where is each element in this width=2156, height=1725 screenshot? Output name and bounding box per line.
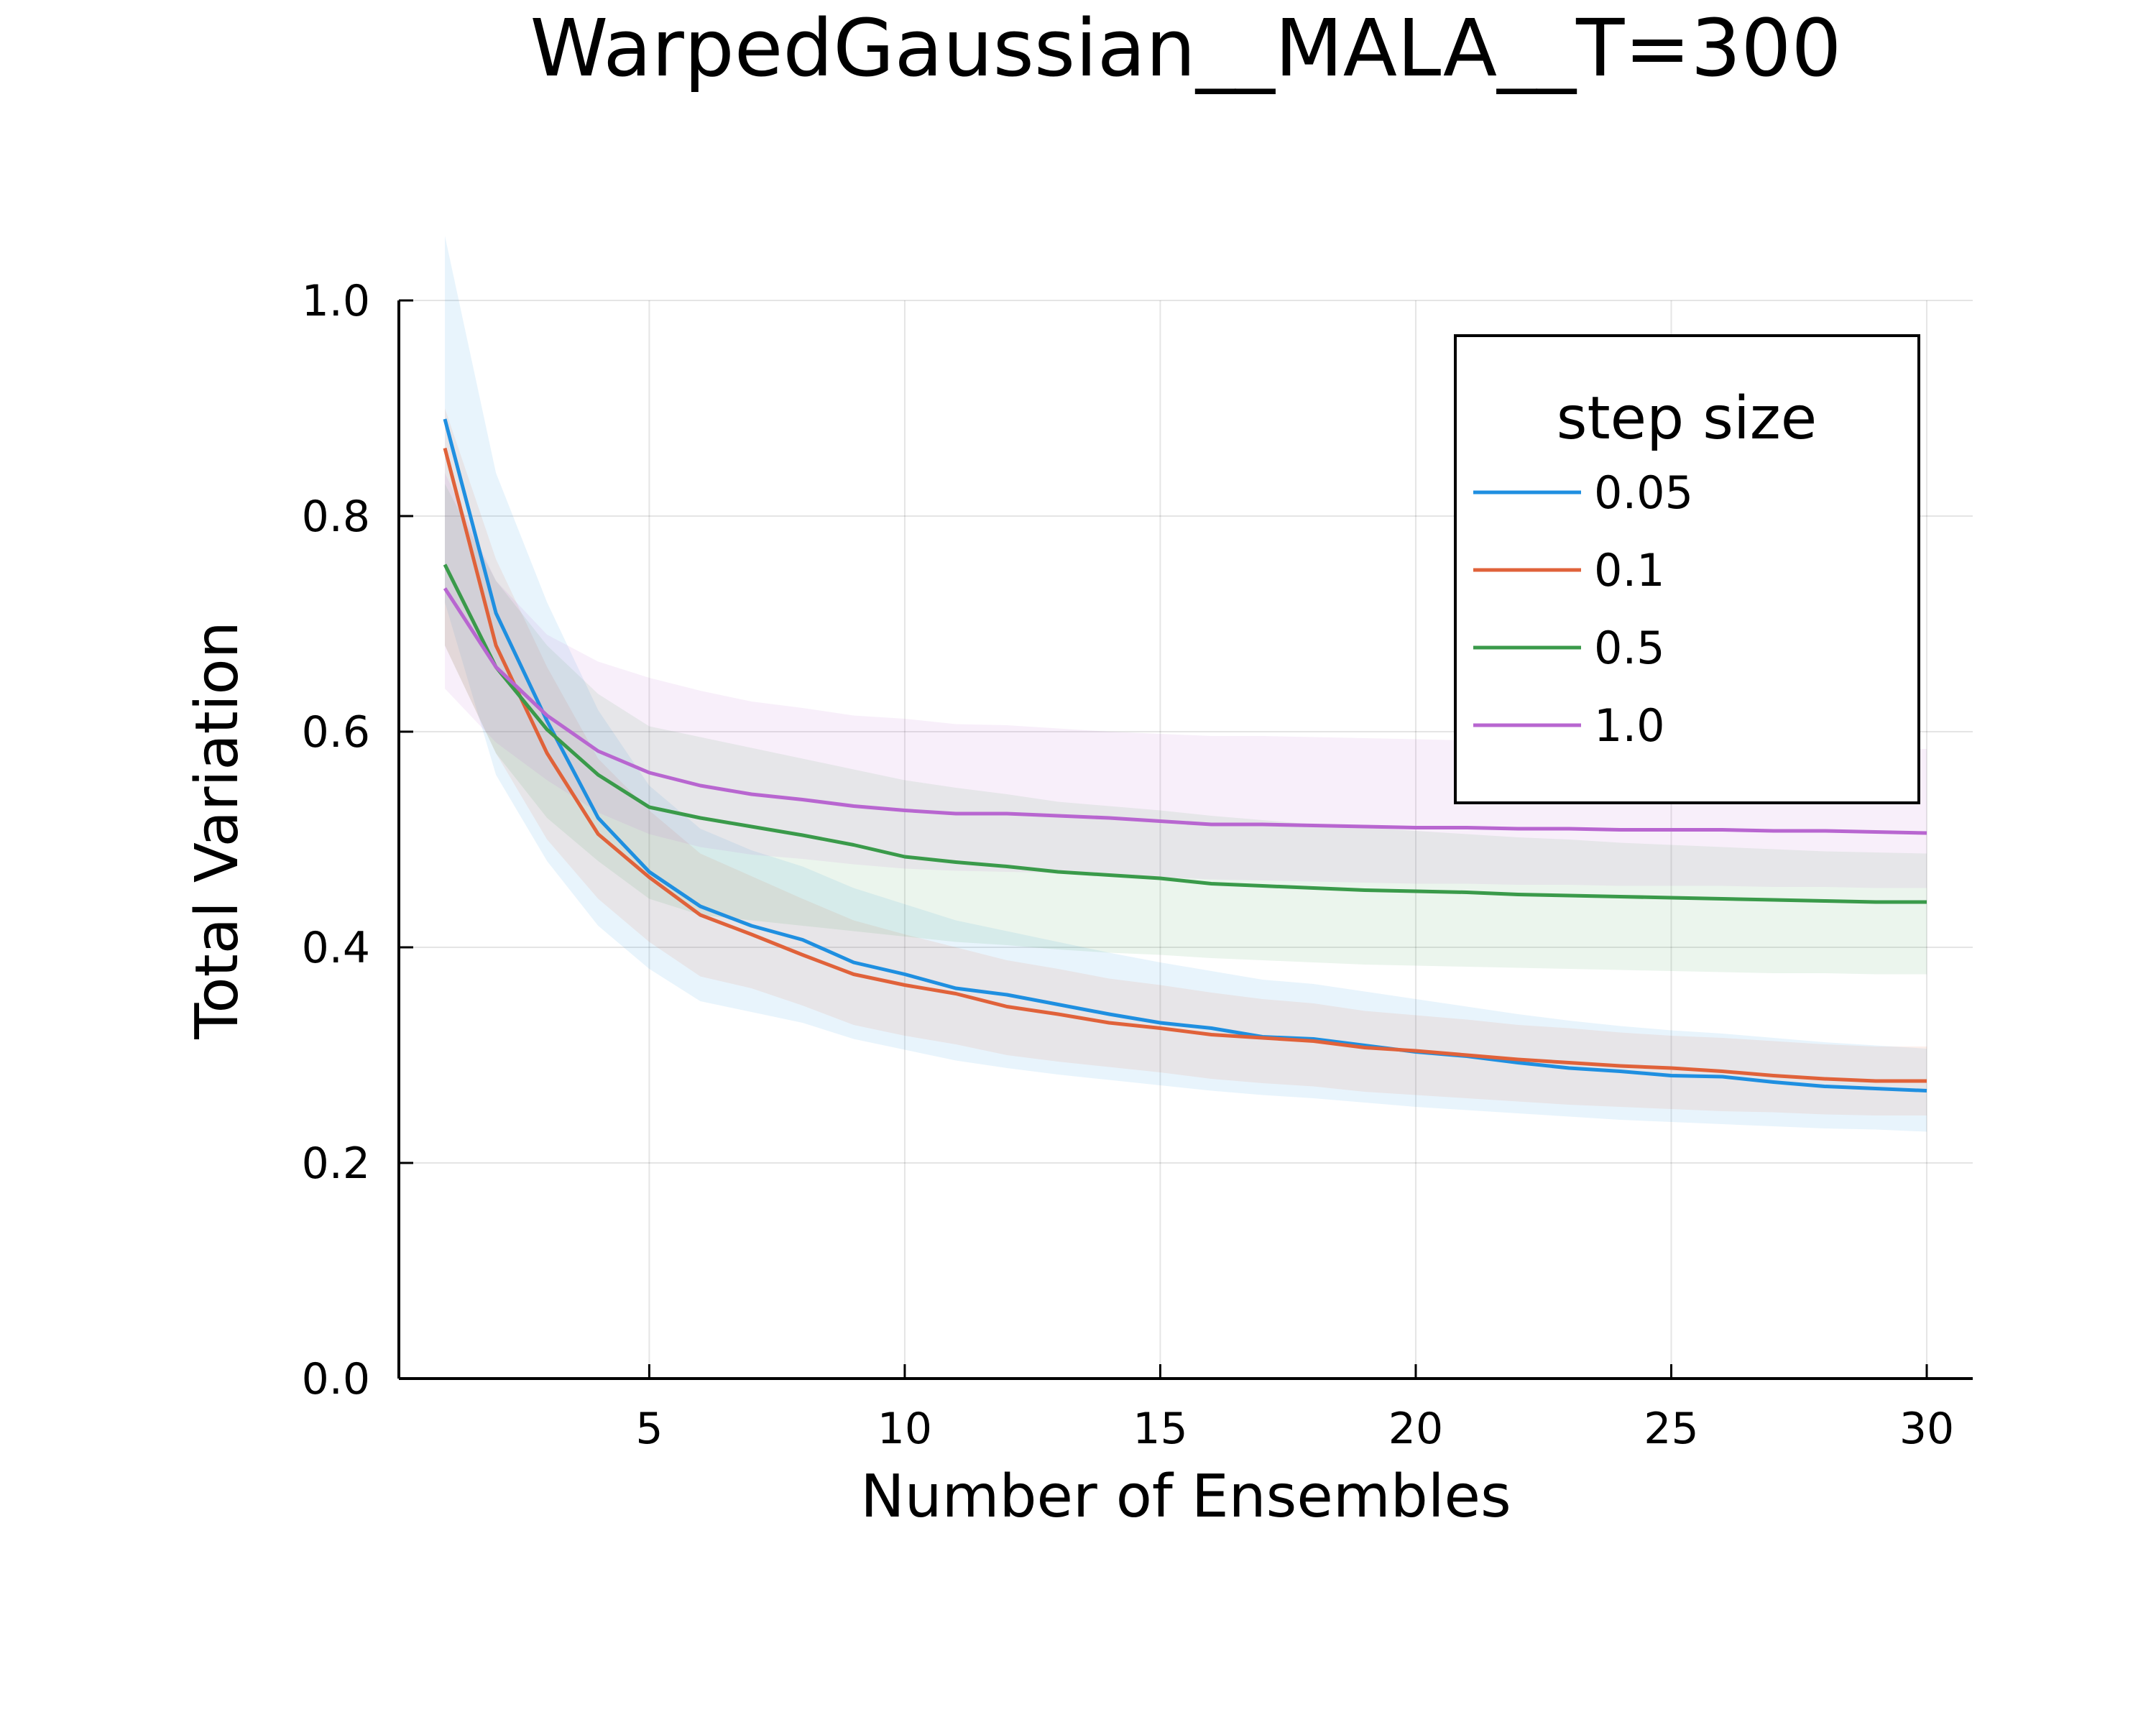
axes: [397, 300, 1973, 1380]
line-series-0: [443, 418, 1927, 1092]
band-series-2: [445, 484, 1927, 975]
series-lines: [443, 418, 1927, 1092]
y-axis-label: Total Variation: [183, 621, 252, 1039]
band-series-1: [445, 408, 1927, 1116]
x-ticks: 5 10 15 20 25 30: [635, 1364, 1954, 1454]
y-tick-label-3: 0.6: [302, 707, 370, 758]
x-tick-label-2: 15: [1133, 1404, 1187, 1454]
legend-label-0: 0.05: [1594, 466, 1693, 519]
x-axis-label: Number of Ensembles: [860, 1463, 1511, 1531]
y-tick-label-0: 0.0: [302, 1354, 370, 1404]
x-tick-label-1: 10: [877, 1404, 932, 1454]
y-tick-label-2: 0.4: [302, 923, 370, 973]
x-tick-label-0: 5: [635, 1404, 663, 1454]
band-series-0: [445, 236, 1927, 1132]
legend: step size 0.05 0.1 0.5 1.0: [1454, 334, 1920, 804]
legend-label-3: 1.0: [1594, 699, 1665, 752]
x-tick-label-5: 30: [1899, 1404, 1954, 1454]
chart-title: WarpedGaussian__MALA__T=300: [530, 2, 1842, 94]
legend-label-1: 0.1: [1594, 544, 1665, 597]
legend-title: step size: [1557, 385, 1817, 453]
line-series-3: [443, 587, 1927, 835]
y-tick-label-5: 1.0: [302, 276, 370, 326]
legend-label-2: 0.5: [1594, 622, 1665, 674]
y-tick-label-1: 0.2: [302, 1138, 370, 1189]
legend-items: 0.05 0.1 0.5 1.0: [1473, 466, 1693, 752]
line-series-1: [443, 447, 1927, 1083]
y-tick-label-4: 0.8: [302, 492, 370, 542]
y-ticks: 0.0 0.2 0.4 0.6 0.8 1.0: [302, 276, 413, 1404]
x-tick-label-4: 25: [1644, 1404, 1698, 1454]
x-tick-label-3: 20: [1388, 1404, 1443, 1454]
line-series-2: [443, 564, 1927, 904]
